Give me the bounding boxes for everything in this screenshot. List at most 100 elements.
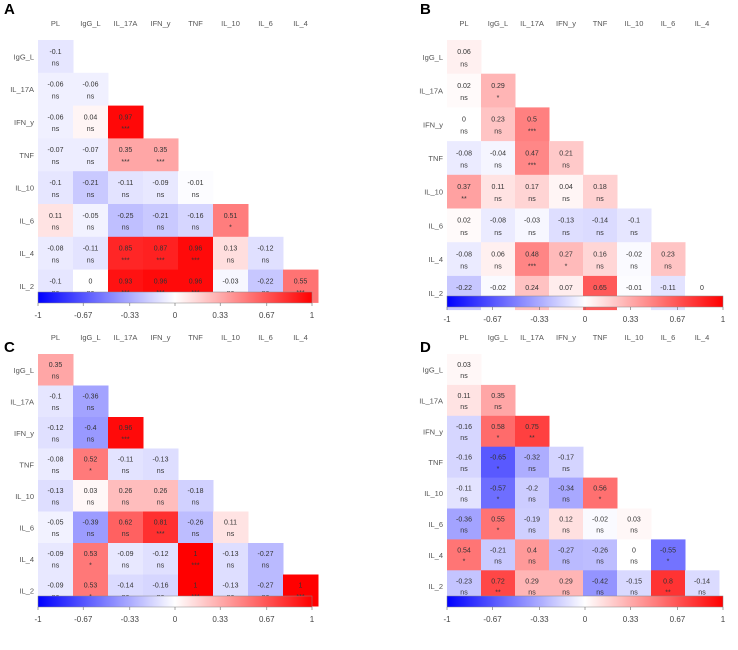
column-label: IgG_L (488, 19, 508, 28)
cell-value: 0.11 (491, 184, 504, 191)
cell-value: -0.06 (48, 82, 64, 89)
heatmap-cell (38, 448, 74, 481)
colorbar (446, 595, 724, 608)
cell-significance: ns (460, 497, 468, 504)
cell-significance: ns (227, 563, 235, 570)
colorbar-tick-label: 0.67 (670, 315, 686, 324)
cell-value: -0.2 (526, 486, 538, 493)
cell-value: -0.11 (118, 457, 134, 464)
cell-value: -0.27 (558, 547, 574, 554)
cell-significance: * (229, 225, 232, 232)
cell-significance: *** (121, 257, 129, 264)
cell-significance: ns (596, 528, 604, 535)
cell-significance: ns (630, 528, 638, 535)
cell-value: 0.03 (457, 362, 471, 369)
cell-value: -0.02 (626, 251, 642, 258)
cell-value: 0.58 (491, 424, 505, 431)
cell-value: 0.06 (491, 251, 505, 258)
cell-significance: ns (460, 435, 468, 442)
cell-significance: ns (192, 531, 200, 538)
heatmap-cell (447, 208, 482, 243)
heatmap-panel-c: C PL IgG_L IL_17A IFN_y TNF IL_10 IL_6 IL_4 IgG_L… (4, 333, 319, 624)
heatmap-cell (108, 543, 144, 575)
heatmap-cell (248, 543, 284, 575)
heatmap-cell (108, 138, 144, 172)
cell-value: 0 (89, 278, 93, 285)
cell-value: -0.16 (456, 424, 472, 431)
cell-value: -0.21 (153, 213, 169, 220)
row-label: IL_2 (19, 586, 34, 595)
cell-significance: ns (52, 531, 60, 538)
cell-value: -0.06 (48, 114, 64, 121)
cell-significance: * (565, 263, 568, 270)
cell-value: -0.13 (153, 457, 169, 464)
cell-significance: ns (87, 159, 95, 166)
heatmap-cell (447, 508, 482, 540)
cell-significance: ns (262, 257, 270, 264)
cell-value: 0.81 (154, 520, 168, 527)
cell-value: 0.5 (527, 117, 537, 124)
heatmap-cell (481, 208, 516, 243)
cell-value: -0.19 (524, 516, 540, 523)
cell-significance: ns (460, 95, 468, 102)
cell-significance: * (497, 528, 500, 535)
cell-significance: ns (596, 589, 604, 596)
row-label: IL_17A (10, 397, 34, 406)
cell-value: 0.35 (154, 147, 168, 154)
colorbar-tick-label: 0.67 (670, 615, 686, 624)
cell-value: 0.96 (119, 425, 133, 432)
column-label: IL_17A (520, 333, 544, 342)
heatmap-cell (515, 107, 550, 142)
cell-value: -0.22 (456, 285, 472, 292)
cell-significance: *** (156, 257, 164, 264)
cell-significance: ns (562, 559, 570, 566)
cell-value: -0.34 (558, 486, 574, 493)
heatmap-cell (583, 477, 618, 509)
row-label: IL_2 (19, 282, 34, 291)
heatmap-cell (108, 417, 144, 449)
cell-significance: ns (460, 129, 468, 136)
cell-significance: ns (528, 196, 536, 203)
cell-significance: ns (596, 559, 604, 566)
heatmap-cell (651, 242, 686, 277)
colorbar-tick-label: -0.67 (74, 615, 93, 624)
cell-value: 0.04 (559, 184, 573, 191)
cell-value: 0.11 (49, 213, 62, 220)
column-label: IL_17A (114, 19, 138, 28)
cell-significance: ns (494, 230, 502, 237)
cell-significance: * (497, 95, 500, 102)
colorbar-tick-label: -0.33 (121, 311, 140, 320)
cell-significance: ns (52, 192, 60, 199)
cell-significance: *** (156, 531, 164, 538)
heatmap-cell (447, 415, 482, 448)
heatmap-cell (617, 208, 652, 243)
column-label: IL_6 (661, 19, 676, 28)
cell-significance: ns (460, 61, 468, 68)
cell-significance: ns (192, 225, 200, 232)
colorbar-tick-label: 0.67 (259, 615, 275, 624)
row-label: IL_6 (19, 523, 34, 532)
cell-value: -0.42 (592, 578, 608, 585)
cell-value: -0.05 (83, 213, 99, 220)
heatmap-cell (515, 508, 550, 540)
cell-value: 0.13 (224, 246, 238, 253)
cell-value: -0.03 (223, 278, 239, 285)
heatmap-cell (38, 105, 74, 139)
heatmap-cell (38, 72, 74, 107)
cell-value: -0.32 (524, 455, 540, 462)
row-label: IFN_y (423, 120, 443, 129)
cell-value: 0.18 (593, 184, 607, 191)
colorbar-tick-label: 0 (583, 615, 588, 624)
colorbar-tick-label: -0.67 (483, 315, 502, 324)
cell-value: 0.53 (84, 551, 98, 558)
colorbar (37, 291, 313, 304)
column-label: IgG_L (80, 333, 100, 342)
heatmap-cell (143, 480, 179, 512)
cell-value: 0.93 (119, 278, 133, 285)
heatmap-cell (108, 448, 144, 481)
row-label: IL_2 (428, 289, 443, 298)
heatmap-cell (549, 539, 584, 571)
cell-significance: ns (52, 405, 60, 412)
colorbar-tick-label: 0 (173, 311, 178, 320)
